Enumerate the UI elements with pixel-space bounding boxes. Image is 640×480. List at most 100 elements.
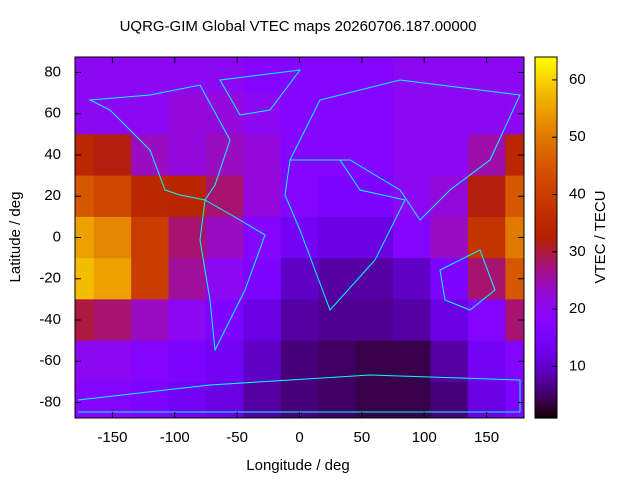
colorbar-segment — [535, 276, 557, 281]
colorbar-segment — [535, 240, 557, 245]
colorbar-tick-label: 30 — [569, 243, 586, 260]
colorbar-segment — [535, 195, 557, 199]
heatmap-cell — [467, 258, 506, 300]
heatmap-cell — [280, 299, 319, 342]
heatmap-cell — [75, 134, 95, 177]
heatmap-cell — [467, 134, 506, 177]
heatmap-cell — [467, 93, 506, 135]
colorbar-segment — [535, 216, 557, 221]
heatmap-cell — [318, 258, 357, 300]
colorbar-segment — [535, 333, 557, 338]
colorbar-segment — [535, 225, 557, 230]
heatmap-cell — [355, 134, 394, 177]
colorbar-segment — [535, 378, 557, 383]
heatmap-cell — [75, 340, 95, 383]
colorbar-segment — [535, 126, 557, 130]
colorbar-segment — [535, 111, 557, 115]
colorbar-segment — [535, 231, 557, 236]
colorbar-segment — [535, 306, 557, 311]
colorbar-segment — [535, 357, 557, 362]
heatmap-cell — [205, 57, 244, 94]
colorbar-segment — [535, 60, 557, 64]
heatmap-cell — [243, 299, 282, 342]
coastline — [219, 69, 302, 116]
heatmap-cell — [131, 340, 170, 383]
heatmap-cell — [243, 216, 282, 259]
heatmap-cell — [131, 175, 170, 218]
colorbar-segment — [535, 69, 557, 73]
heatmap-cell — [243, 381, 282, 418]
colorbar-segment — [535, 228, 557, 233]
colorbar-segment — [535, 96, 557, 100]
colorbar-tick-label: 10 — [569, 357, 586, 374]
colorbar-segment — [535, 387, 557, 392]
heatmap-cell — [467, 299, 506, 342]
heatmap-cell — [505, 175, 524, 218]
heatmap-cell — [75, 258, 95, 300]
colorbar-segment — [535, 312, 557, 317]
heatmap-cell — [505, 134, 524, 177]
colorbar-segment — [535, 327, 557, 332]
colorbar-segment — [535, 291, 557, 296]
colorbar-segment — [535, 354, 557, 359]
colorbar-segment — [535, 117, 557, 121]
colorbar-segment — [535, 114, 557, 118]
colorbar-segment — [535, 174, 557, 178]
colorbar-segment — [535, 414, 557, 419]
colorbar-segment — [535, 162, 557, 166]
heatmap-cell — [393, 57, 431, 94]
heatmap-cell — [393, 340, 431, 383]
heatmap-cell — [430, 381, 469, 418]
heatmap-cell — [75, 93, 95, 135]
coastline — [289, 79, 521, 221]
colorbar-segment — [535, 402, 557, 407]
heatmap-cell — [355, 57, 394, 94]
colorbar-segment — [535, 315, 557, 320]
colorbar-segment — [535, 270, 557, 275]
colorbar-segment — [535, 123, 557, 127]
colorbar-segment — [535, 261, 557, 266]
heatmap-cell — [131, 93, 170, 135]
heatmap-cell — [280, 340, 319, 383]
y-tick-label: 60 — [44, 105, 61, 122]
colorbar-segment — [535, 237, 557, 242]
heatmap-cell — [505, 299, 524, 342]
colorbar-segment — [535, 393, 557, 398]
colorbar-segment — [535, 321, 557, 326]
heatmap-cell — [205, 258, 244, 300]
colorbar-segment — [535, 300, 557, 305]
x-tick-label: 100 — [412, 429, 437, 446]
heatmap-cell — [93, 93, 132, 135]
heatmap-cell — [168, 299, 207, 342]
colorbar-segment — [535, 408, 557, 413]
coastline — [199, 199, 266, 352]
heatmap-cell — [467, 57, 506, 94]
colorbar-segment — [535, 258, 557, 263]
heatmap-cell — [205, 381, 244, 418]
colorbar-segment — [535, 144, 557, 148]
colorbar-segment — [535, 360, 557, 365]
colorbar-segment — [535, 90, 557, 94]
heatmap-cell — [355, 216, 394, 259]
colorbar-segment — [535, 252, 557, 257]
heatmap-cell — [467, 216, 506, 259]
colorbar-segment — [535, 57, 557, 61]
y-tick-label: -60 — [39, 352, 61, 369]
colorbar-segment — [535, 159, 557, 163]
colorbar-segment — [535, 180, 557, 184]
heatmap-cell — [75, 57, 95, 94]
x-tick-label: 0 — [295, 429, 303, 446]
heatmap-cell — [75, 175, 95, 218]
y-tick-label: -20 — [39, 270, 61, 287]
colorbar-segment — [535, 135, 557, 139]
colorbar-segment — [535, 405, 557, 410]
colorbar-segment — [535, 72, 557, 76]
heatmap-cell — [205, 216, 244, 259]
colorbar-segment — [535, 183, 557, 187]
colorbar-segment — [535, 309, 557, 314]
y-tick-label: 40 — [44, 146, 61, 163]
y-tick-label: 20 — [44, 187, 61, 204]
heatmap-cell — [318, 175, 357, 218]
colorbar-segment — [535, 345, 557, 350]
colorbar-segment — [535, 255, 557, 260]
